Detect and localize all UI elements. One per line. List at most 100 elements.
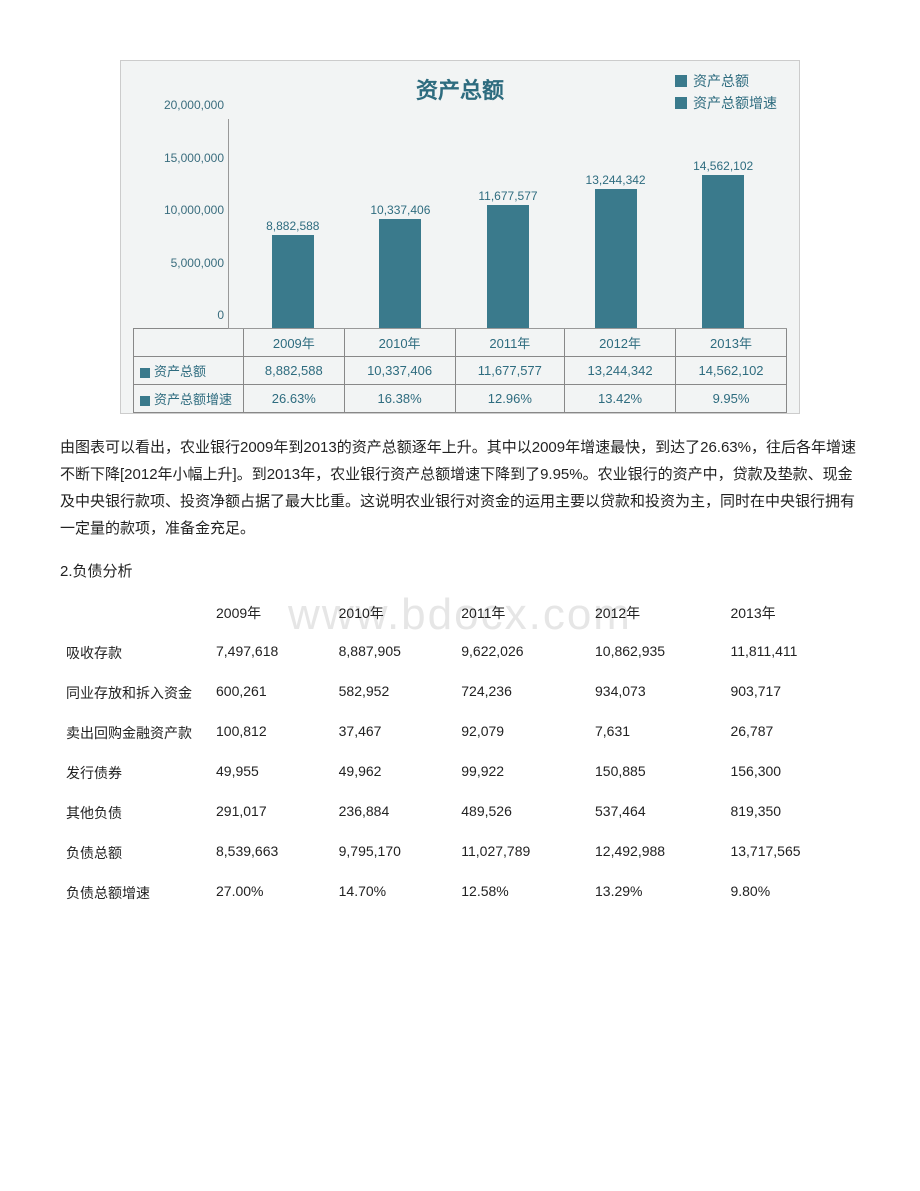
chart-row-label: 资产总额 bbox=[134, 357, 244, 385]
legend-label: 资产总额增速 bbox=[693, 93, 777, 113]
table-header-cell: 2010年 bbox=[333, 593, 456, 633]
data-cell: 11,811,411 bbox=[724, 633, 860, 673]
table-header-cell: 2009年 bbox=[210, 593, 333, 633]
y-tick: 5,000,000 bbox=[171, 256, 224, 270]
bar-value-label: 14,562,102 bbox=[693, 159, 753, 173]
table-row: 吸收存款7,497,6188,887,9059,622,02610,862,93… bbox=[60, 633, 860, 673]
bar-value-label: 8,882,588 bbox=[266, 219, 319, 233]
bar bbox=[487, 205, 529, 328]
chart-cell: 26.63% bbox=[244, 385, 345, 413]
bar-group: 8,882,588 bbox=[244, 219, 341, 328]
data-cell: 150,885 bbox=[589, 753, 724, 793]
table-header-row: 2009年2010年2011年2012年2013年 bbox=[60, 593, 860, 633]
table-row: 负债总额增速27.00%14.70%12.58%13.29%9.80% bbox=[60, 873, 860, 913]
chart-cell: 14,562,102 bbox=[676, 357, 787, 385]
data-cell: 236,884 bbox=[333, 793, 456, 833]
analysis-paragraph: 由图表可以看出，农业银行2009年到2013的资产总额逐年上升。其中以2009年… bbox=[60, 434, 860, 542]
y-tick: 0 bbox=[217, 308, 224, 322]
chart-cell: 11,677,577 bbox=[455, 357, 565, 385]
row-label: 负债总额增速 bbox=[60, 873, 210, 913]
chart-table-header-row: 2009年2010年2011年2012年2013年 bbox=[134, 329, 787, 357]
legend-item: 资产总额增速 bbox=[675, 93, 777, 113]
bar bbox=[702, 175, 744, 328]
data-cell: 9,622,026 bbox=[455, 633, 589, 673]
table-header-cell bbox=[60, 593, 210, 633]
data-cell: 10,862,935 bbox=[589, 633, 724, 673]
data-cell: 49,955 bbox=[210, 753, 333, 793]
liabilities-table: 2009年2010年2011年2012年2013年吸收存款7,497,6188,… bbox=[60, 593, 860, 913]
legend-label: 资产总额 bbox=[693, 71, 749, 91]
data-cell: 92,079 bbox=[455, 713, 589, 753]
chart-cell: 8,882,588 bbox=[244, 357, 345, 385]
table-header-cell: 2012年 bbox=[589, 593, 724, 633]
table-header-cell: 2013年 bbox=[724, 593, 860, 633]
row-label: 同业存放和拆入资金 bbox=[60, 673, 210, 713]
data-cell: 8,539,663 bbox=[210, 833, 333, 873]
bar bbox=[272, 235, 314, 328]
bar-group: 11,677,577 bbox=[460, 189, 557, 328]
row-label: 其他负债 bbox=[60, 793, 210, 833]
data-cell: 99,922 bbox=[455, 753, 589, 793]
table-row: 负债总额8,539,6639,795,17011,027,78912,492,9… bbox=[60, 833, 860, 873]
data-cell: 582,952 bbox=[333, 673, 456, 713]
chart-table-empty-cell bbox=[134, 329, 244, 357]
section-heading: 2.负债分析 bbox=[60, 560, 860, 581]
data-cell: 9.80% bbox=[724, 873, 860, 913]
data-cell: 903,717 bbox=[724, 673, 860, 713]
chart-header: 资产总额 资产总额资产总额增速 bbox=[133, 69, 787, 119]
row-label: 发行债券 bbox=[60, 753, 210, 793]
data-cell: 14.70% bbox=[333, 873, 456, 913]
row-swatch bbox=[140, 396, 150, 406]
table-header-cell: 2011年 bbox=[455, 593, 589, 633]
table-row: 卖出回购金融资产款100,81237,46792,0797,63126,787 bbox=[60, 713, 860, 753]
y-tick: 20,000,000 bbox=[164, 98, 224, 112]
chart-legend: 资产总额资产总额增速 bbox=[675, 71, 777, 119]
chart-x-label: 2011年 bbox=[455, 329, 565, 357]
chart-x-label: 2013年 bbox=[676, 329, 787, 357]
chart-x-label: 2009年 bbox=[244, 329, 345, 357]
bar-value-label: 13,244,342 bbox=[586, 173, 646, 187]
bar-group: 13,244,342 bbox=[567, 173, 664, 328]
data-cell: 9,795,170 bbox=[333, 833, 456, 873]
chart-cell: 13,244,342 bbox=[565, 357, 676, 385]
data-cell: 7,631 bbox=[589, 713, 724, 753]
legend-item: 资产总额 bbox=[675, 71, 777, 91]
data-cell: 600,261 bbox=[210, 673, 333, 713]
data-cell: 291,017 bbox=[210, 793, 333, 833]
chart-plot: 05,000,00010,000,00015,000,00020,000,000… bbox=[133, 119, 787, 329]
data-cell: 8,887,905 bbox=[333, 633, 456, 673]
row-label: 吸收存款 bbox=[60, 633, 210, 673]
bar-group: 14,562,102 bbox=[675, 159, 772, 328]
data-cell: 11,027,789 bbox=[455, 833, 589, 873]
table-row: 同业存放和拆入资金600,261582,952724,236934,073903… bbox=[60, 673, 860, 713]
data-cell: 7,497,618 bbox=[210, 633, 333, 673]
data-cell: 537,464 bbox=[589, 793, 724, 833]
data-cell: 12,492,988 bbox=[589, 833, 724, 873]
chart-cell: 16.38% bbox=[344, 385, 455, 413]
row-label: 负债总额 bbox=[60, 833, 210, 873]
data-cell: 27.00% bbox=[210, 873, 333, 913]
legend-swatch bbox=[675, 75, 687, 87]
plot-area: 8,882,58810,337,40611,677,57713,244,3421… bbox=[228, 119, 787, 329]
bar-value-label: 11,677,577 bbox=[478, 189, 537, 203]
data-cell: 13,717,565 bbox=[724, 833, 860, 873]
chart-cell: 13.42% bbox=[565, 385, 676, 413]
table-row: 发行债券49,95549,96299,922150,885156,300 bbox=[60, 753, 860, 793]
chart-cell: 10,337,406 bbox=[344, 357, 455, 385]
y-tick: 10,000,000 bbox=[164, 203, 224, 217]
y-axis: 05,000,00010,000,00015,000,00020,000,000 bbox=[133, 119, 228, 329]
data-cell: 819,350 bbox=[724, 793, 860, 833]
page-content: 资产总额 资产总额资产总额增速 05,000,00010,000,00015,0… bbox=[60, 60, 860, 913]
data-cell: 100,812 bbox=[210, 713, 333, 753]
bars-group: 8,882,58810,337,40611,677,57713,244,3421… bbox=[229, 119, 787, 328]
chart-x-label: 2012年 bbox=[565, 329, 676, 357]
legend-swatch bbox=[675, 97, 687, 109]
y-tick: 15,000,000 bbox=[164, 151, 224, 165]
assets-chart: 资产总额 资产总额资产总额增速 05,000,00010,000,00015,0… bbox=[120, 60, 800, 414]
data-cell: 489,526 bbox=[455, 793, 589, 833]
data-cell: 724,236 bbox=[455, 673, 589, 713]
bar bbox=[595, 189, 637, 328]
chart-row-label: 资产总额增速 bbox=[134, 385, 244, 413]
data-cell: 49,962 bbox=[333, 753, 456, 793]
data-cell: 37,467 bbox=[333, 713, 456, 753]
